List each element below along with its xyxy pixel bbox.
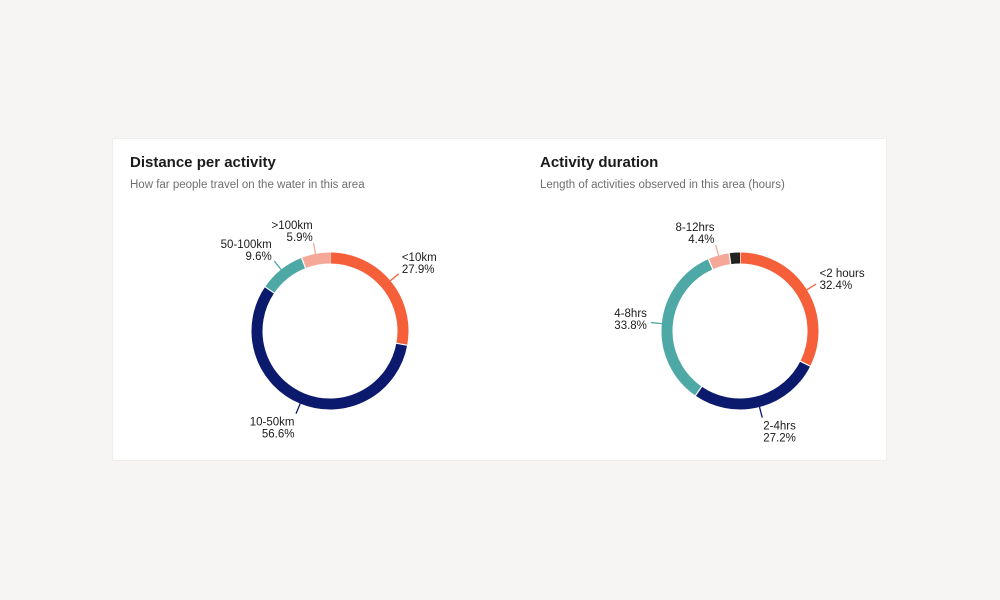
slice-value-label: 32.4% (820, 280, 853, 292)
charts-card: Distance per activity How far people tra… (113, 139, 886, 460)
donut-slice (329, 252, 409, 346)
chart-subtitle: How far people travel on the water in th… (130, 179, 365, 191)
slice-value-label: 9.6% (246, 251, 272, 263)
slice-label: 50-100km (221, 239, 272, 251)
slice-label: 8-12hrs (675, 222, 714, 234)
slice-separator (728, 252, 732, 266)
slice-value-label: 27.9% (402, 264, 435, 276)
slice-separator (263, 285, 276, 295)
slice-separator (694, 385, 703, 397)
label-leader-line (273, 260, 282, 270)
chart-title: Distance per activity (130, 154, 276, 171)
slice-label: 4-8hrs (614, 308, 647, 320)
slice-separator (300, 256, 307, 270)
donut-slice (695, 361, 811, 410)
duration-chart-panel: Activity duration Length of activities o… (523, 139, 903, 460)
slice-label: <2 hours (820, 268, 865, 280)
slice-label: 10-50km (250, 416, 295, 428)
slice-value-label: 33.8% (614, 320, 647, 332)
label-leader-line (806, 283, 817, 291)
donut-slice (729, 252, 741, 265)
slice-value-label: 56.6% (262, 428, 295, 440)
slice-label: 2-4hrs (763, 421, 796, 433)
slice-label: <10km (402, 252, 437, 264)
donut-slice (265, 257, 306, 294)
chart-title: Activity duration (540, 154, 659, 171)
donut-slice (661, 259, 713, 396)
label-leader-line (650, 321, 662, 325)
slice-value-label: 27.2% (763, 433, 796, 445)
slice-label: >100km (272, 220, 313, 232)
distance-chart-panel: Distance per activity How far people tra… (113, 139, 493, 460)
label-leader-line (758, 406, 763, 418)
donut-slice (739, 252, 819, 367)
label-leader-line (295, 403, 301, 415)
slice-value-label: 5.9% (287, 232, 313, 244)
donut-slice (301, 252, 331, 269)
slice-separator (395, 342, 409, 346)
label-leader-line (714, 244, 720, 256)
chart-subtitle: Length of activities observed in this ar… (540, 179, 785, 191)
slice-separator (799, 360, 812, 368)
donut-slice (708, 253, 731, 270)
slice-separator (707, 257, 714, 271)
donut-slice (251, 286, 408, 410)
label-leader-line (389, 273, 400, 282)
label-leader-line (312, 242, 317, 254)
slice-value-label: 4.4% (688, 234, 714, 246)
